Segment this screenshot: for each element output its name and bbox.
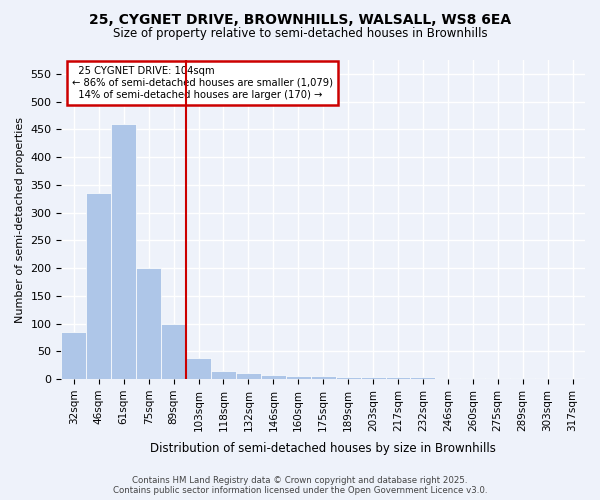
- Bar: [436, 378, 460, 379]
- X-axis label: Distribution of semi-detached houses by size in Brownhills: Distribution of semi-detached houses by …: [150, 442, 496, 455]
- Bar: [161, 324, 186, 379]
- Bar: [386, 378, 410, 379]
- Bar: [111, 124, 136, 379]
- Bar: [410, 378, 436, 379]
- Bar: [261, 374, 286, 379]
- Bar: [311, 376, 335, 379]
- Bar: [136, 268, 161, 379]
- Bar: [236, 374, 261, 379]
- Y-axis label: Number of semi-detached properties: Number of semi-detached properties: [15, 116, 25, 322]
- Bar: [510, 378, 535, 379]
- Text: 25, CYGNET DRIVE, BROWNHILLS, WALSALL, WS8 6EA: 25, CYGNET DRIVE, BROWNHILLS, WALSALL, W…: [89, 12, 511, 26]
- Bar: [186, 358, 211, 379]
- Bar: [286, 376, 311, 379]
- Bar: [61, 332, 86, 379]
- Bar: [361, 378, 386, 379]
- Bar: [485, 378, 510, 379]
- Bar: [211, 370, 236, 379]
- Text: Size of property relative to semi-detached houses in Brownhills: Size of property relative to semi-detach…: [113, 28, 487, 40]
- Text: 25 CYGNET DRIVE: 104sqm
← 86% of semi-detached houses are smaller (1,079)
  14% : 25 CYGNET DRIVE: 104sqm ← 86% of semi-de…: [72, 66, 333, 100]
- Text: Contains HM Land Registry data © Crown copyright and database right 2025.
Contai: Contains HM Land Registry data © Crown c…: [113, 476, 487, 495]
- Bar: [335, 377, 361, 379]
- Bar: [460, 378, 485, 379]
- Bar: [86, 193, 111, 379]
